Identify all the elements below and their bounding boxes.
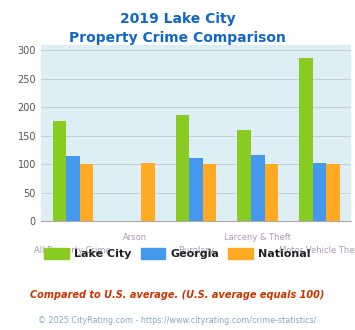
Bar [313,163,326,221]
Bar [141,163,155,221]
Text: Property Crime Comparison: Property Crime Comparison [69,31,286,45]
Text: 2019 Lake City: 2019 Lake City [120,12,235,25]
Text: All Property Crime: All Property Crime [34,246,111,255]
Legend: Lake City, Georgia, National: Lake City, Georgia, National [40,244,315,263]
Bar [80,164,93,221]
Text: Arson: Arson [122,233,147,242]
Text: Motor Vehicle Theft: Motor Vehicle Theft [279,246,355,255]
Bar [299,58,313,221]
Bar [66,156,80,221]
Text: Larceny & Theft: Larceny & Theft [224,233,291,242]
Text: © 2025 CityRating.com - https://www.cityrating.com/crime-statistics/: © 2025 CityRating.com - https://www.city… [38,316,317,325]
Bar [237,130,251,221]
Bar [189,158,203,221]
Bar [176,115,189,221]
Bar [264,164,278,221]
Text: Burglary: Burglary [178,246,214,255]
Text: Compared to U.S. average. (U.S. average equals 100): Compared to U.S. average. (U.S. average … [30,290,325,300]
Bar [53,121,66,221]
Bar [203,164,217,221]
Bar [326,164,340,221]
Bar [251,155,264,221]
